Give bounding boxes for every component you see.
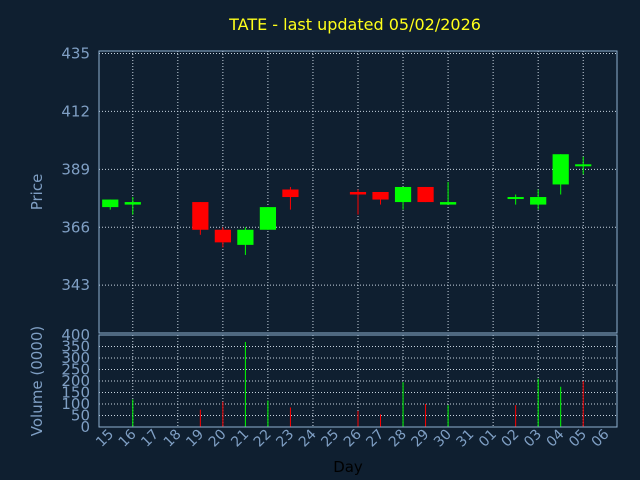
candle-body: [237, 229, 254, 245]
volume-tick-label: 250: [61, 361, 90, 379]
volume-panel: 0501001502002503003504001516171819202122…: [61, 326, 618, 451]
volume-tick-label: 300: [61, 349, 90, 367]
candle-body: [124, 202, 141, 205]
candle-body: [394, 186, 412, 203]
candle-body: [214, 229, 231, 243]
x-tick-label: 06: [589, 426, 613, 450]
x-tick-label: 15: [93, 427, 117, 451]
x-tick-label: 03: [521, 427, 545, 451]
x-tick-label: 27: [363, 427, 387, 451]
x-tick-label: 30: [431, 427, 455, 451]
x-tick-label: 18: [161, 427, 185, 451]
x-tick-label: 26: [341, 426, 365, 450]
candle-body: [575, 164, 592, 167]
x-tick-label: 23: [273, 427, 297, 451]
candle-body: [530, 197, 547, 205]
price-panel: 343 366 389 412 435: [61, 45, 618, 334]
candle-body: [507, 197, 524, 200]
x-tick-label: 16: [116, 426, 140, 450]
candle-body: [282, 189, 299, 198]
x-tick-label: 21: [228, 427, 252, 451]
candle-body: [552, 154, 569, 185]
x-tick-label: 31: [454, 427, 478, 451]
candle-body: [439, 202, 457, 205]
candle-body: [102, 199, 119, 208]
x-tick-label: 01: [476, 427, 500, 451]
volume-tick-label: 200: [61, 372, 90, 390]
volume-tick-label: 50: [71, 407, 90, 425]
price-frame: [98, 50, 618, 334]
candle-body: [372, 192, 389, 200]
x-tick-label: 20: [206, 427, 230, 451]
price-tick-label: 435: [61, 45, 90, 63]
price-tick-label: 343: [61, 276, 90, 294]
candle-body: [417, 186, 434, 203]
candle-body: [349, 192, 367, 195]
x-tick-label: 25: [318, 427, 342, 451]
chart-title: TATE - last updated 05/02/2026: [228, 15, 481, 34]
x-tick-label: 24: [296, 426, 320, 450]
volume-tick-label: 350: [61, 338, 90, 356]
x-tick-label: 29: [408, 427, 432, 451]
price-tick-label: 366: [61, 218, 90, 236]
x-tick-label: 28: [386, 427, 410, 451]
volume-tick-label: 150: [61, 384, 90, 402]
volume-tick-label: 0: [80, 418, 90, 436]
volume-tick-label: 100: [61, 395, 90, 413]
x-tick-label: 17: [138, 427, 162, 451]
x-tick-label: 19: [183, 427, 207, 451]
volume-tick-label: 400: [61, 326, 90, 344]
x-tick-label: 05: [566, 427, 590, 451]
x-tick-label: 04: [544, 426, 568, 450]
x-tick-label: 22: [251, 427, 275, 451]
volume-axis-label: Volume (0000): [28, 326, 46, 436]
x-axis-label: Day: [333, 458, 363, 476]
candle-body: [259, 207, 277, 230]
price-tick-label: 389: [61, 160, 90, 178]
x-tick-label: 02: [499, 427, 523, 451]
price-axis-label: Price: [28, 174, 46, 211]
price-tick-label: 412: [61, 102, 90, 120]
volume-frame: [98, 334, 618, 428]
candle-body: [192, 202, 209, 230]
